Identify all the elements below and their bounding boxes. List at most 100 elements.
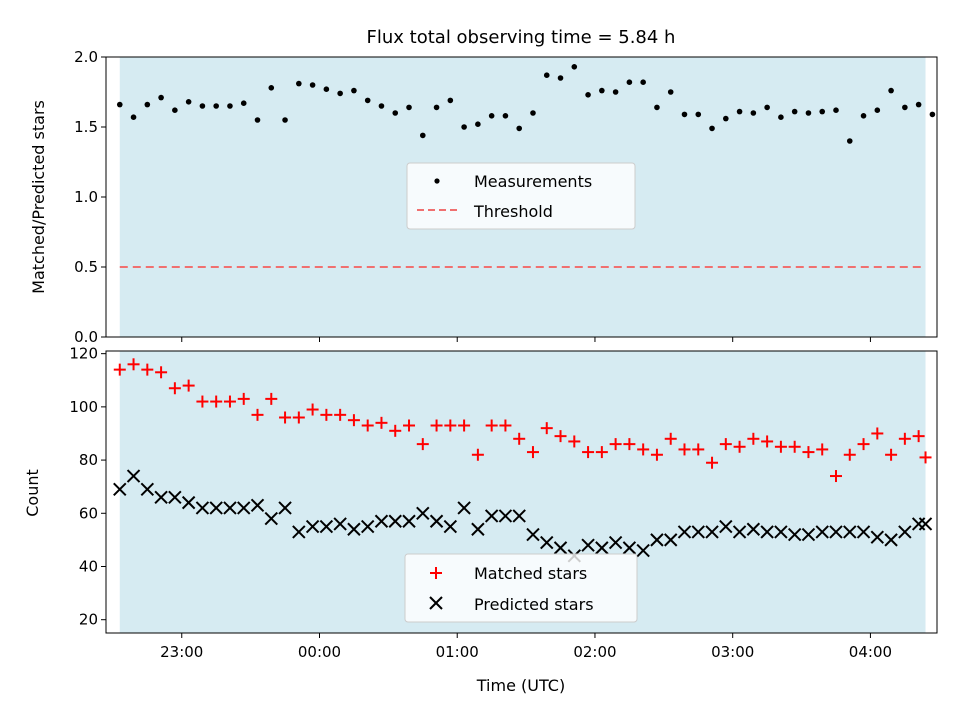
measurement-point xyxy=(723,115,729,122)
matched-point xyxy=(609,438,622,451)
y-tick-label: 2.0 xyxy=(74,48,98,66)
matched-point xyxy=(623,438,636,451)
matched-point xyxy=(403,419,416,432)
predicted-point xyxy=(622,541,637,555)
measurement-point xyxy=(750,110,757,116)
x-tick-label: 23:00 xyxy=(160,643,203,661)
matched-point xyxy=(265,392,278,405)
measurement-point xyxy=(144,101,151,108)
matched-point xyxy=(747,432,760,445)
top-legend: Measurements Threshold xyxy=(406,162,636,230)
predicted-point xyxy=(154,490,168,505)
measurement-point xyxy=(488,113,495,119)
predicted-point xyxy=(181,495,196,510)
predicted-point xyxy=(498,509,513,523)
measurement-point xyxy=(846,138,853,144)
measurement-point xyxy=(351,87,357,94)
matched-point xyxy=(361,419,374,432)
measurement-point xyxy=(337,90,343,97)
matched-point xyxy=(416,438,429,451)
matched-stars-series xyxy=(113,358,932,483)
measurement-point xyxy=(475,121,481,127)
legend-threshold-label: Threshold xyxy=(473,202,553,221)
predicted-point xyxy=(746,522,761,536)
measurement-point xyxy=(240,100,247,106)
matched-point xyxy=(210,395,223,408)
measurement-point xyxy=(530,110,536,116)
matched-point xyxy=(320,408,333,421)
measurement-point xyxy=(199,103,206,109)
matched-point xyxy=(802,446,815,459)
bottom-panel: 20 40 60 80 100 120 23:00 00:00 01:00 02:00 03:00… xyxy=(23,345,938,695)
measurement-point xyxy=(874,107,881,113)
matched-point xyxy=(582,446,595,459)
predicted-point xyxy=(787,527,802,542)
measurement-point xyxy=(929,111,936,118)
predicted-point xyxy=(250,498,265,513)
matched-point xyxy=(155,366,168,379)
matched-point xyxy=(334,408,347,421)
predicted-point xyxy=(374,514,389,528)
measurement-point xyxy=(296,80,302,87)
predicted-point xyxy=(595,541,609,555)
predicted-point xyxy=(829,525,843,539)
predicted-point xyxy=(333,517,347,531)
predicted-point xyxy=(126,469,141,483)
matched-point xyxy=(816,443,829,456)
predicted-point xyxy=(168,490,182,505)
matched-point xyxy=(182,379,195,392)
y-tick-label: 0.0 xyxy=(74,328,98,346)
matched-point xyxy=(692,443,705,456)
measurement-point xyxy=(502,113,509,119)
matched-point xyxy=(471,448,484,461)
predicted-point xyxy=(278,501,292,515)
predicted-point xyxy=(581,538,595,552)
top-legend-box xyxy=(406,162,636,230)
x-axis-label: Time (UTC) xyxy=(476,676,565,695)
predicted-point xyxy=(209,501,223,515)
predicted-point xyxy=(416,506,430,520)
matched-point xyxy=(223,395,236,408)
measurement-point xyxy=(654,104,660,111)
top-y-axis-label: Matched/Predicted stars xyxy=(29,100,48,294)
matched-point xyxy=(706,456,719,469)
predicted-point xyxy=(760,525,774,539)
matched-point xyxy=(912,430,925,443)
matched-point xyxy=(444,419,457,432)
legend-measurements-marker xyxy=(434,178,440,184)
predicted-point xyxy=(815,525,829,539)
matched-point xyxy=(113,363,126,376)
measurement-point xyxy=(282,117,288,123)
matched-point xyxy=(554,430,567,443)
y-tick-label: 60 xyxy=(79,504,98,522)
predicted-point xyxy=(305,519,320,534)
predicted-point xyxy=(292,525,306,539)
x-tick-label: 00:00 xyxy=(298,643,341,661)
matched-point xyxy=(375,416,388,429)
predicted-point xyxy=(843,525,857,539)
measurement-point xyxy=(185,99,192,105)
predicted-point xyxy=(691,525,705,539)
measurement-point xyxy=(392,110,399,116)
measurement-point xyxy=(915,101,922,108)
matched-point xyxy=(389,424,402,437)
matched-point xyxy=(650,448,663,461)
predicted-point xyxy=(553,541,568,555)
bottom-y-axis-label: Count xyxy=(23,469,42,517)
matched-point xyxy=(499,419,512,432)
predicted-point xyxy=(471,522,485,536)
matched-point xyxy=(292,411,305,424)
matched-point xyxy=(774,440,787,453)
predicted-point xyxy=(664,533,678,547)
measurement-point xyxy=(213,103,219,109)
predicted-point xyxy=(484,509,499,523)
measurement-point xyxy=(888,87,894,94)
matched-point xyxy=(127,358,140,371)
y-tick-label: 40 xyxy=(79,557,98,575)
matched-point xyxy=(898,432,911,445)
measurement-point xyxy=(172,107,178,113)
matched-point xyxy=(843,448,856,461)
matched-point xyxy=(237,392,250,405)
predicted-point xyxy=(388,514,402,528)
